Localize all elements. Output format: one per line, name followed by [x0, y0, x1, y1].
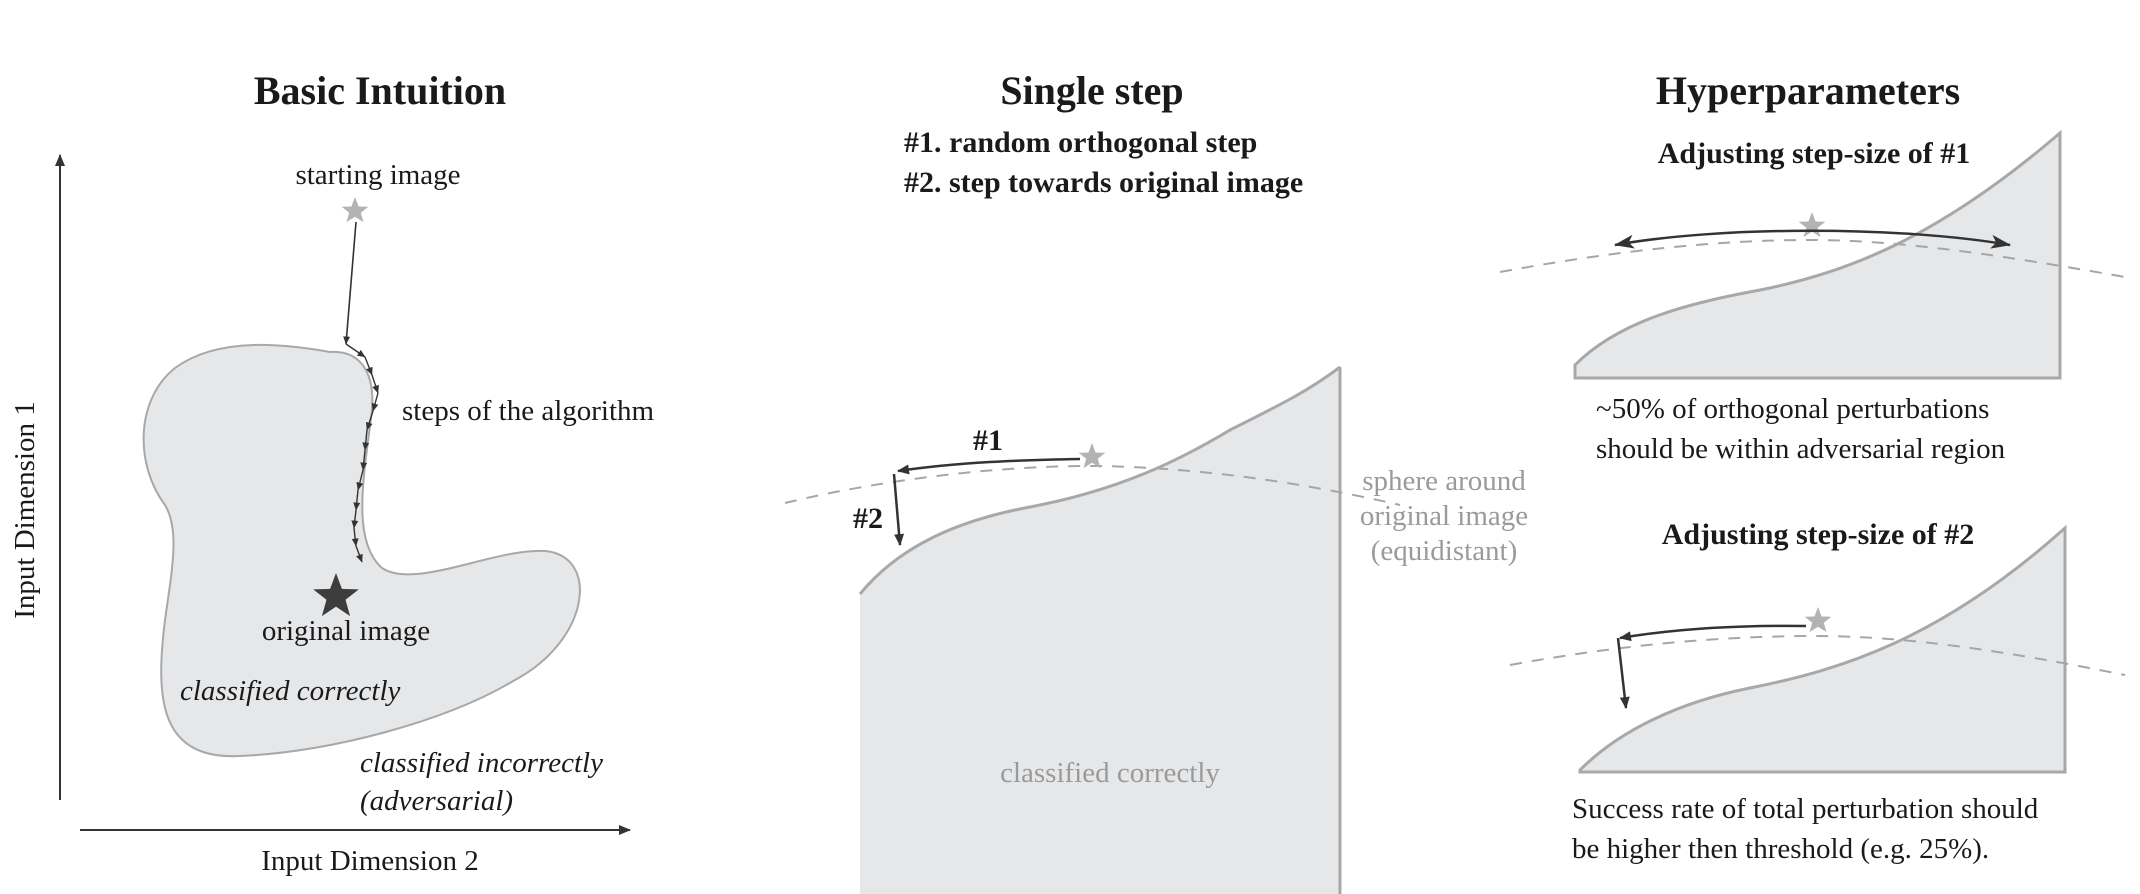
step2-description: #2. step towards original image — [904, 166, 1303, 199]
algorithm-steps-chain — [345, 343, 379, 563]
classified-correctly-label: classified correctly — [1000, 757, 1220, 789]
sphere-dashed-arc — [784, 464, 1401, 506]
x-axis-label: Input Dimension 2 — [261, 845, 479, 877]
classified-correctly-label: classified correctly — [180, 675, 401, 707]
panel-basic-intuition: Basic Intuition Input Dimension 1 Input … — [9, 68, 655, 877]
step1-description: #1. random orthogonal step — [904, 126, 1257, 159]
adjust-step2-note-line2: be higher then threshold (e.g. 25%). — [1572, 833, 1989, 865]
steps-label: steps of the algorithm — [402, 395, 655, 427]
adversarial-label: (adversarial) — [360, 785, 513, 817]
first-step-arrow — [343, 221, 357, 345]
y-axis-label: Input Dimension 1 — [9, 401, 41, 619]
sphere-label-line3: (equidistant) — [1371, 535, 1518, 567]
adjust-step1-star-icon — [1798, 212, 1826, 238]
original-image-label: original image — [262, 615, 430, 647]
adjust-step2-step1-arrow — [1619, 624, 1807, 642]
classified-incorrectly-label: classified incorrectly — [360, 747, 603, 779]
correct-region — [860, 367, 1340, 894]
current-image-star-icon — [1078, 443, 1106, 469]
adjust-step1-region — [1573, 129, 2062, 380]
decision-boundary — [858, 365, 1341, 595]
adjust-step2-title: Adjusting step-size of #2 — [1662, 518, 1975, 551]
adjust-step2-star-icon — [1804, 607, 1832, 633]
panel-title: Single step — [1000, 68, 1183, 113]
starting-image-star-icon — [341, 197, 369, 223]
sphere-label-line1: sphere around — [1362, 465, 1526, 497]
adjust-step1-note-line2: should be within adversarial region — [1596, 433, 2006, 465]
original-image-star-icon — [313, 573, 359, 617]
adjust-step2-region — [1578, 524, 2067, 774]
step2-arrow — [892, 473, 905, 546]
adjust-step2-note-line1: Success rate of total perturbation shoul… — [1572, 793, 2039, 825]
adjust-step1-double-arrow — [1614, 229, 2011, 249]
adjust-step1-title: Adjusting step-size of #1 — [1658, 137, 1971, 170]
panel-title: Hyperparameters — [1656, 68, 1960, 113]
starting-image-label: starting image — [295, 159, 460, 191]
step1-arrow — [897, 457, 1081, 475]
panel-title: Basic Intuition — [254, 68, 506, 113]
adjust-step1-note-line1: ~50% of orthogonal perturbations — [1596, 393, 1989, 425]
adjust-step2-sphere — [1509, 634, 2126, 676]
panel-hyperparameters: Hyperparameters Adjusting step-size of #… — [1499, 68, 2126, 865]
sphere-label-line2: original image — [1360, 500, 1528, 532]
adjust-step2-step2-arrow — [1616, 637, 1630, 709]
correct-region-blob — [142, 343, 581, 758]
step1-tag: #1 — [973, 424, 1003, 457]
step2-tag: #2 — [853, 502, 883, 535]
panel-single-step: Single step #1. random orthogonal step #… — [784, 68, 1528, 894]
